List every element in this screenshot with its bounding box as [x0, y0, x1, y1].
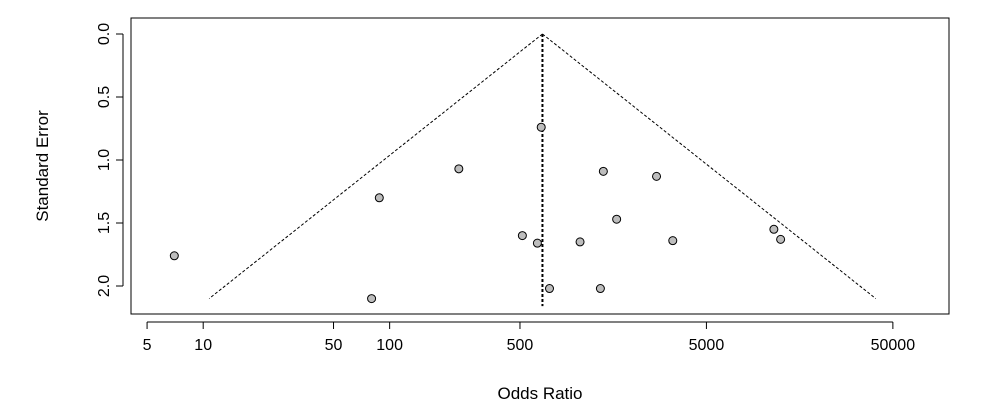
data-point: [169, 251, 179, 261]
data-point: [544, 284, 554, 294]
x-tick-label: 10: [194, 337, 212, 354]
data-point: [536, 122, 546, 132]
x-tick-label: 5000: [689, 337, 725, 354]
data-point: [612, 214, 622, 224]
x-axis: 5 10 50 100 500 5000 50000: [143, 321, 916, 354]
plot-frame: [130, 17, 950, 315]
data-point: [595, 284, 605, 294]
data-point: [598, 166, 608, 176]
data-point: [769, 224, 779, 234]
y-tick-label: 1.0: [96, 149, 113, 171]
data-point: [374, 193, 384, 203]
data-point: [517, 231, 527, 241]
data-point: [668, 236, 678, 246]
funnel-lines: [208, 33, 877, 307]
y-tick-label: 0.0: [96, 23, 113, 45]
funnel-left-boundary: [208, 33, 543, 299]
x-tick-label: 100: [376, 337, 403, 354]
y-axis: 0.0 0.5 1.0 1.5 2.0: [96, 23, 124, 297]
y-tick-label: 1.5: [96, 212, 113, 234]
y-tick-label: 0.5: [96, 86, 113, 108]
data-point: [776, 234, 786, 244]
x-axis-label: Odds Ratio: [497, 384, 582, 403]
y-axis-label: Standard Error: [33, 110, 52, 222]
x-tick-label: 50000: [871, 337, 916, 354]
data-point: [575, 237, 585, 247]
x-tick-label: 500: [507, 337, 534, 354]
x-tick-label: 5: [143, 337, 152, 354]
x-tick-label: 50: [325, 337, 343, 354]
data-point: [652, 171, 662, 181]
data-points: [169, 122, 786, 304]
data-point: [454, 164, 464, 174]
funnel-right-boundary: [542, 33, 877, 299]
y-tick-label: 2.0: [96, 275, 113, 297]
data-point: [367, 294, 377, 304]
data-point: [532, 238, 542, 248]
